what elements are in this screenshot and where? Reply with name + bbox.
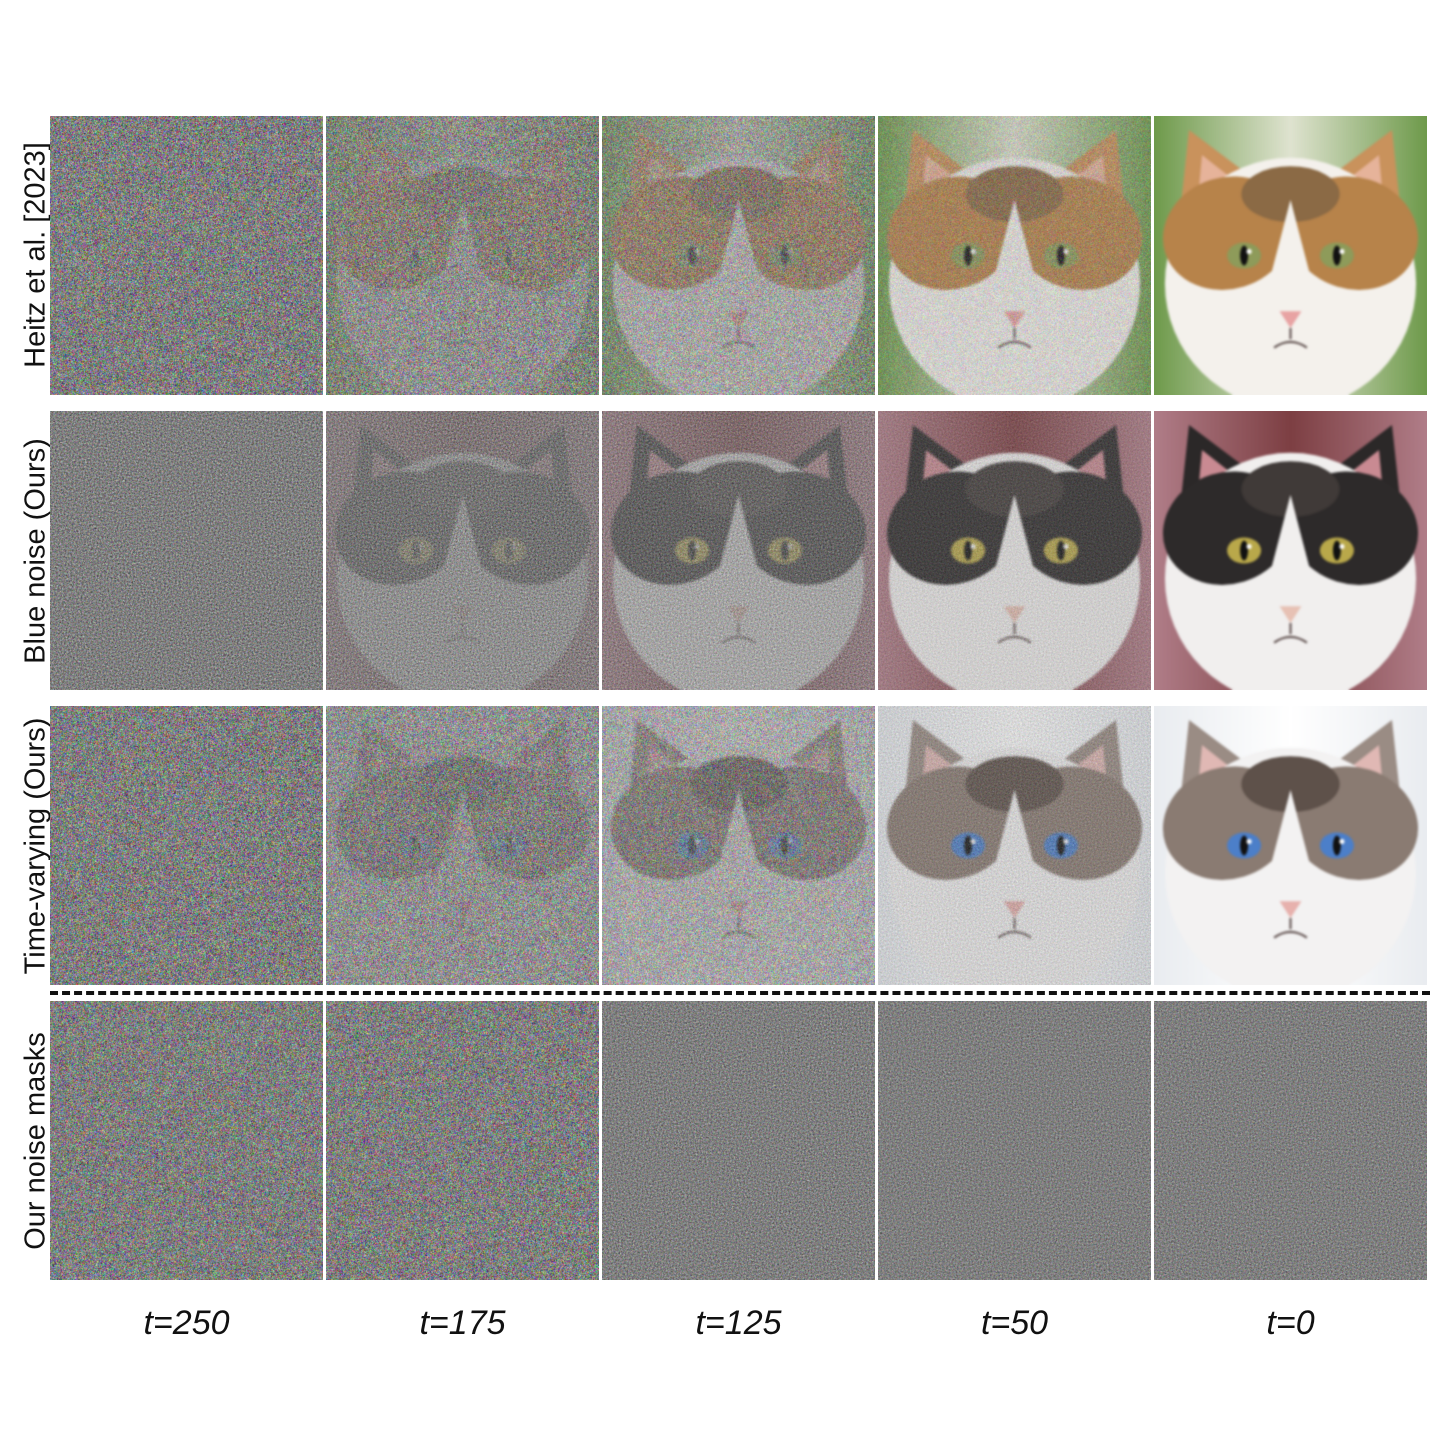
grid-image-canvas <box>1154 411 1427 690</box>
grid-image-canvas <box>50 116 323 395</box>
grid-image-canvas <box>602 411 875 690</box>
grid-image-r2-t0 <box>1154 411 1427 690</box>
grid-image-r1-t175 <box>326 116 599 395</box>
grid-image-r1-t50 <box>878 116 1151 395</box>
grid-image-r3-t0 <box>1154 706 1427 985</box>
grid-image-canvas <box>50 706 323 985</box>
grid-image-canvas <box>326 411 599 690</box>
grid-image-canvas <box>602 1001 875 1280</box>
row-label-time-varying: Time-varying (Ours) <box>19 717 52 975</box>
grid-image-r4-t125 <box>602 1001 875 1280</box>
row-label-noise-masks: Our noise masks <box>19 1032 52 1250</box>
grid-image-r3-t125 <box>602 706 875 985</box>
grid-image-r4-t175 <box>326 1001 599 1280</box>
grid-image-canvas <box>50 1001 323 1280</box>
grid-image-r3-t250 <box>50 706 323 985</box>
grid-image-canvas <box>1154 1001 1427 1280</box>
column-label-t175: t=175 <box>419 1304 506 1342</box>
grid-image-r4-t50 <box>878 1001 1151 1280</box>
grid-image-canvas <box>878 706 1151 985</box>
grid-image-canvas <box>1154 116 1427 395</box>
grid-image-r2-t125 <box>602 411 875 690</box>
grid-image-r4-t0 <box>1154 1001 1427 1280</box>
grid-image-r1-t250 <box>50 116 323 395</box>
column-label-t250: t=250 <box>143 1304 230 1342</box>
grid-image-r2-t175 <box>326 411 599 690</box>
grid-image-canvas <box>1154 706 1427 985</box>
grid-image-canvas <box>602 706 875 985</box>
row-label-heitz: Heitz et al. [2023] <box>19 142 52 368</box>
column-label-t125: t=125 <box>695 1304 782 1342</box>
grid-image-canvas <box>326 706 599 985</box>
grid-image-canvas <box>602 116 875 395</box>
dashed-divider <box>50 991 1430 995</box>
grid-image-canvas <box>50 411 323 690</box>
grid-image-canvas <box>878 411 1151 690</box>
column-label-t50: t=50 <box>980 1304 1049 1342</box>
column-label-t0: t=0 <box>1266 1304 1315 1342</box>
grid-image-r1-t125 <box>602 116 875 395</box>
grid-image-r2-t50 <box>878 411 1151 690</box>
grid-image-r3-t50 <box>878 706 1151 985</box>
grid-image-canvas <box>326 1001 599 1280</box>
grid-image-canvas <box>878 1001 1151 1280</box>
grid-image-r3-t175 <box>326 706 599 985</box>
grid-image-canvas <box>326 116 599 395</box>
grid-image-r1-t0 <box>1154 116 1427 395</box>
grid-image-r4-t250 <box>50 1001 323 1280</box>
grid-image-r2-t250 <box>50 411 323 690</box>
grid-image-canvas <box>878 116 1151 395</box>
row-label-blue-noise: Blue noise (Ours) <box>19 438 52 664</box>
